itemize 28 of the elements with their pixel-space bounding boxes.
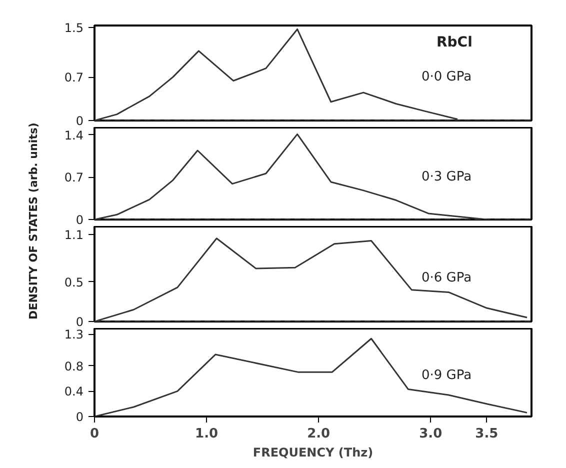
x-tick-label: 3.0 (419, 426, 442, 442)
x-tick-label: 1.0 (195, 426, 218, 442)
y-tick-label: 0 (76, 315, 84, 329)
y-tick-label: 0.5 (64, 275, 84, 290)
x-axis-title: FREQUENCY (Thz) (252, 446, 374, 460)
y-tick-label: 1.5 (64, 20, 84, 35)
x-tick-label: 3.5 (475, 426, 498, 442)
series-label: 0·0 GPa (422, 69, 472, 84)
series-label: 0·9 GPa (422, 368, 472, 384)
y-tick-label: 1.3 (64, 328, 84, 342)
line-series (94, 133, 488, 220)
y-tick-label: 0 (76, 114, 84, 128)
x-tick-label: 2.0 (307, 426, 330, 442)
y-tick-label: 0.7 (64, 70, 84, 85)
y-tick-label: 1.1 (64, 228, 84, 242)
y-tick-label: 0.8 (64, 359, 84, 374)
x-tick-label: 0 (90, 426, 100, 442)
series-label: 0·3 GPa (422, 170, 472, 185)
y-tick-label: 1.4 (64, 128, 84, 142)
y-tick-label: 0.4 (64, 384, 84, 399)
y-tick-label: 0 (76, 410, 84, 424)
line-series (94, 338, 528, 416)
series-label: 0·6 GPa (422, 270, 472, 286)
y-tick-label: 0.7 (64, 170, 84, 185)
line-series (94, 238, 528, 322)
annotation: RbCl (436, 34, 472, 50)
y-tick-label: 0 (76, 213, 84, 227)
y-axis-title: DENSITY OF STATES (arb. units) (27, 122, 40, 320)
